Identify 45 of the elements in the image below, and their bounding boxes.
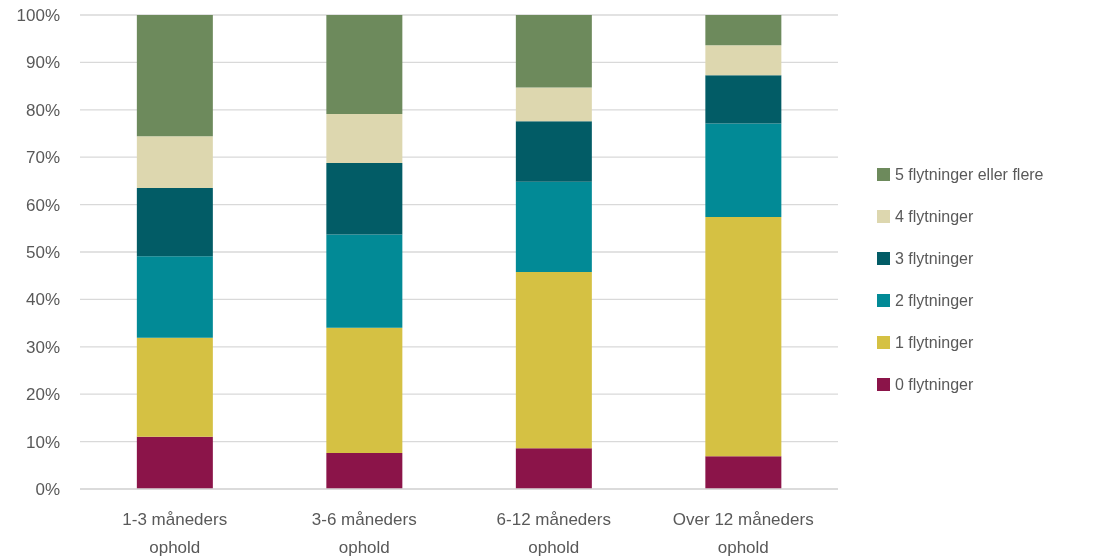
x-tick-label: 3-6 måneders ophold: [311, 510, 417, 557]
bar: [705, 75, 782, 124]
bar: [326, 114, 403, 163]
bar: [705, 123, 782, 217]
bar: [515, 121, 592, 182]
y-tick-label: 20%: [25, 385, 60, 405]
bar: [136, 15, 213, 137]
legend-label: 2 flytninger: [895, 290, 974, 310]
legend-label: 4 flytninger: [895, 206, 974, 226]
y-tick-label: 90%: [25, 53, 60, 73]
bar: [326, 327, 403, 453]
bar: [515, 271, 592, 449]
y-tick-label: 80%: [25, 100, 60, 120]
x-tick-label: 1-3 måneders ophold: [122, 510, 228, 557]
bar: [136, 337, 213, 437]
bar: [705, 15, 782, 46]
bar: [705, 216, 782, 457]
bar: [705, 45, 782, 76]
bar: [515, 15, 592, 88]
x-tick-label: 6-12 måneders ophold: [496, 510, 611, 557]
bar: [136, 256, 213, 338]
bar: [136, 136, 213, 189]
legend-label: 3 flytninger: [895, 248, 974, 268]
legend-label: 0 flytninger: [895, 374, 974, 394]
bar: [136, 436, 213, 489]
bar: [326, 234, 403, 328]
y-tick-label: 70%: [25, 148, 60, 168]
bar: [515, 87, 592, 122]
y-tick-label: 0%: [35, 480, 60, 500]
y-tick-label: 40%: [25, 290, 60, 310]
y-tick-label: 10%: [25, 432, 60, 452]
y-tick-label: 30%: [25, 337, 60, 357]
bar: [136, 188, 213, 257]
y-tick-label: 60%: [25, 195, 60, 215]
legend-label: 5 flytninger eller flere: [895, 164, 1044, 184]
y-tick-label: 50%: [25, 243, 60, 263]
bar: [326, 162, 403, 235]
bar: [326, 15, 403, 115]
bar: [705, 456, 782, 489]
bar: [326, 452, 403, 489]
x-tick-label: Over 12 måneders ophold: [672, 510, 814, 557]
y-tick-label: 100%: [16, 6, 60, 26]
bar: [515, 181, 592, 272]
legend-label: 1 flytninger: [895, 332, 974, 352]
bar: [515, 448, 592, 489]
